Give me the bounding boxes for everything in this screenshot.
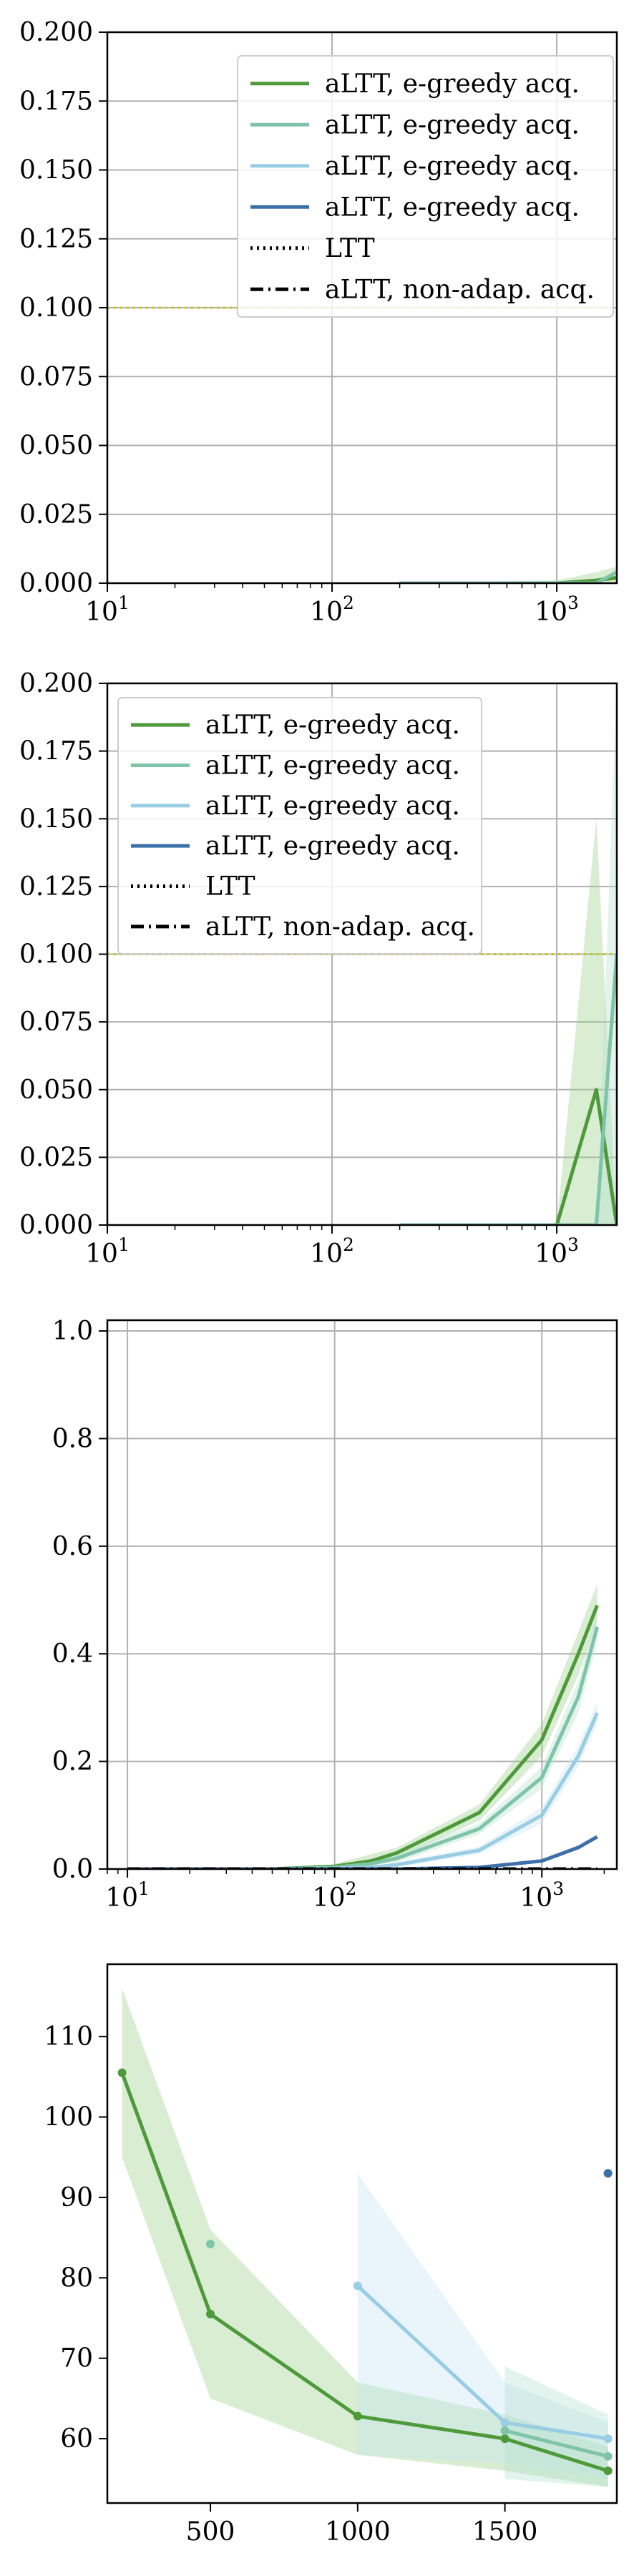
y-tick-label: 0.4 — [52, 1639, 93, 1669]
y-tick-label: 0.050 — [19, 1075, 93, 1105]
y-tick-label: 0.100 — [19, 293, 93, 323]
y-tick-label: 110 — [44, 2022, 93, 2051]
y-tick-label: 90 — [60, 2183, 93, 2212]
legend-label: aLTT, e-greedy acq. — [205, 791, 460, 821]
y-tick-label: 0.025 — [19, 500, 93, 530]
y-tick-label: 0.025 — [19, 1143, 93, 1172]
y-tick-label: 0.050 — [19, 431, 93, 461]
confidence-band — [504, 2366, 608, 2487]
legend: aLTT, e-greedy acq. aLTT, e-greedy acq. aL… — [237, 55, 614, 318]
x-tick-label: 103 — [535, 592, 579, 627]
legend-label: aLTT, e-greedy acq. — [325, 69, 580, 99]
legend-label: aLTT, e-greedy acq. — [205, 711, 460, 740]
confidence-band — [396, 1702, 597, 1867]
x-tick-label: 103 — [519, 1878, 564, 1913]
x-tick-label: 1500 — [472, 2517, 538, 2547]
x-tick-label: 103 — [535, 1234, 579, 1269]
legend: aLTT, e-greedy acq. aLTT, e-greedy acq. aL… — [117, 697, 482, 955]
y-tick-label: 0.150 — [19, 804, 93, 834]
y-tick-label: 0.175 — [19, 87, 93, 116]
data-point — [117, 2068, 127, 2077]
legend-label: aLTT, e-greedy acq. — [205, 751, 460, 781]
confidence-band — [399, 819, 617, 1225]
panel-2-error-rate-chart: 101 102 103 0.000 0.025 0.050 0.075 0.100 0.125 0… — [19, 669, 618, 1269]
y-tick-label: 0.200 — [19, 669, 93, 698]
data-point — [500, 2434, 509, 2444]
confidence-band — [334, 1584, 597, 1869]
x-tick-label: 102 — [310, 592, 354, 627]
y-tick-label: 0.200 — [19, 18, 93, 47]
data-point — [603, 2451, 613, 2461]
data-point — [206, 2309, 215, 2318]
y-tick-label: 0.175 — [19, 737, 93, 766]
series-line — [399, 570, 617, 583]
legend-label: LTT — [205, 872, 255, 902]
axes-frame — [106, 1963, 618, 2504]
y-tick-label: 0.8 — [52, 1424, 93, 1453]
y-tick-label: 0.000 — [19, 1211, 93, 1240]
axes-frame — [106, 1319, 618, 1870]
y-tick-label: 100 — [44, 2103, 93, 2132]
y-tick-label: 0.6 — [52, 1532, 93, 1561]
panel-3-power-chart: 101 102 103 0.0 0.2 0.4 0.6 0.8 1.0 — [52, 1317, 618, 1913]
legend-label: LTT — [325, 234, 375, 263]
series-line — [504, 2429, 609, 2459]
y-tick-label: 0.2 — [52, 1747, 93, 1777]
y-tick-label: 80 — [60, 2263, 93, 2293]
y-tick-label: 60 — [60, 2424, 93, 2454]
legend-label: aLTT, e-greedy acq. — [325, 152, 580, 181]
x-tick-label: 500 — [186, 2517, 235, 2547]
y-tick-label: 0.075 — [19, 362, 93, 391]
x-tick-label: 102 — [313, 1878, 357, 1913]
x-tick-label: 1000 — [325, 2517, 391, 2547]
x-tick-label: 101 — [85, 592, 130, 627]
data-point — [353, 2411, 362, 2421]
legend-label: aLTT, e-greedy acq. — [325, 192, 580, 222]
x-tick-label: 102 — [310, 1234, 354, 1269]
legend-label: aLTT, e-greedy acq. — [205, 831, 460, 861]
legend-box — [117, 697, 482, 955]
panel-1-error-rate-chart: 101 102 103 0.000 0.025 0.050 0.075 0.100 0.125 0… — [19, 18, 618, 627]
panel-4-cost-chart: 500 1000 1500 60 70 80 90 100 110 — [44, 1963, 618, 2547]
x-tick-label: 101 — [105, 1878, 150, 1913]
y-tick-label: 0.075 — [19, 1008, 93, 1037]
y-tick-label: 0.150 — [19, 156, 93, 185]
y-tick-label: 0.000 — [19, 569, 93, 598]
y-tick-label: 0.125 — [19, 225, 93, 254]
confidence-band — [122, 1988, 608, 2487]
series-line — [399, 954, 617, 1225]
data-point — [206, 2240, 215, 2249]
y-tick-label: 1.0 — [52, 1317, 93, 1346]
legend-box — [237, 55, 614, 318]
data-point — [603, 2169, 613, 2178]
y-tick-label: 0.125 — [19, 872, 93, 902]
data-point — [353, 2281, 362, 2290]
confidence-band — [357, 2173, 608, 2479]
y-tick-label: 70 — [60, 2344, 93, 2373]
y-tick-label: 0.0 — [52, 1855, 93, 1884]
confidence-band — [596, 683, 617, 1225]
y-tick-label: 0.100 — [19, 940, 93, 970]
legend-label: aLTT, non-adap. acq. — [325, 275, 595, 304]
data-point — [500, 2426, 509, 2435]
data-point — [500, 2418, 509, 2427]
legend-label: aLTT, non-adap. acq. — [205, 912, 475, 942]
data-point — [603, 2434, 613, 2444]
legend-label: aLTT, e-greedy acq. — [325, 110, 580, 140]
x-tick-label: 101 — [85, 1234, 130, 1269]
data-point — [603, 2467, 613, 2476]
